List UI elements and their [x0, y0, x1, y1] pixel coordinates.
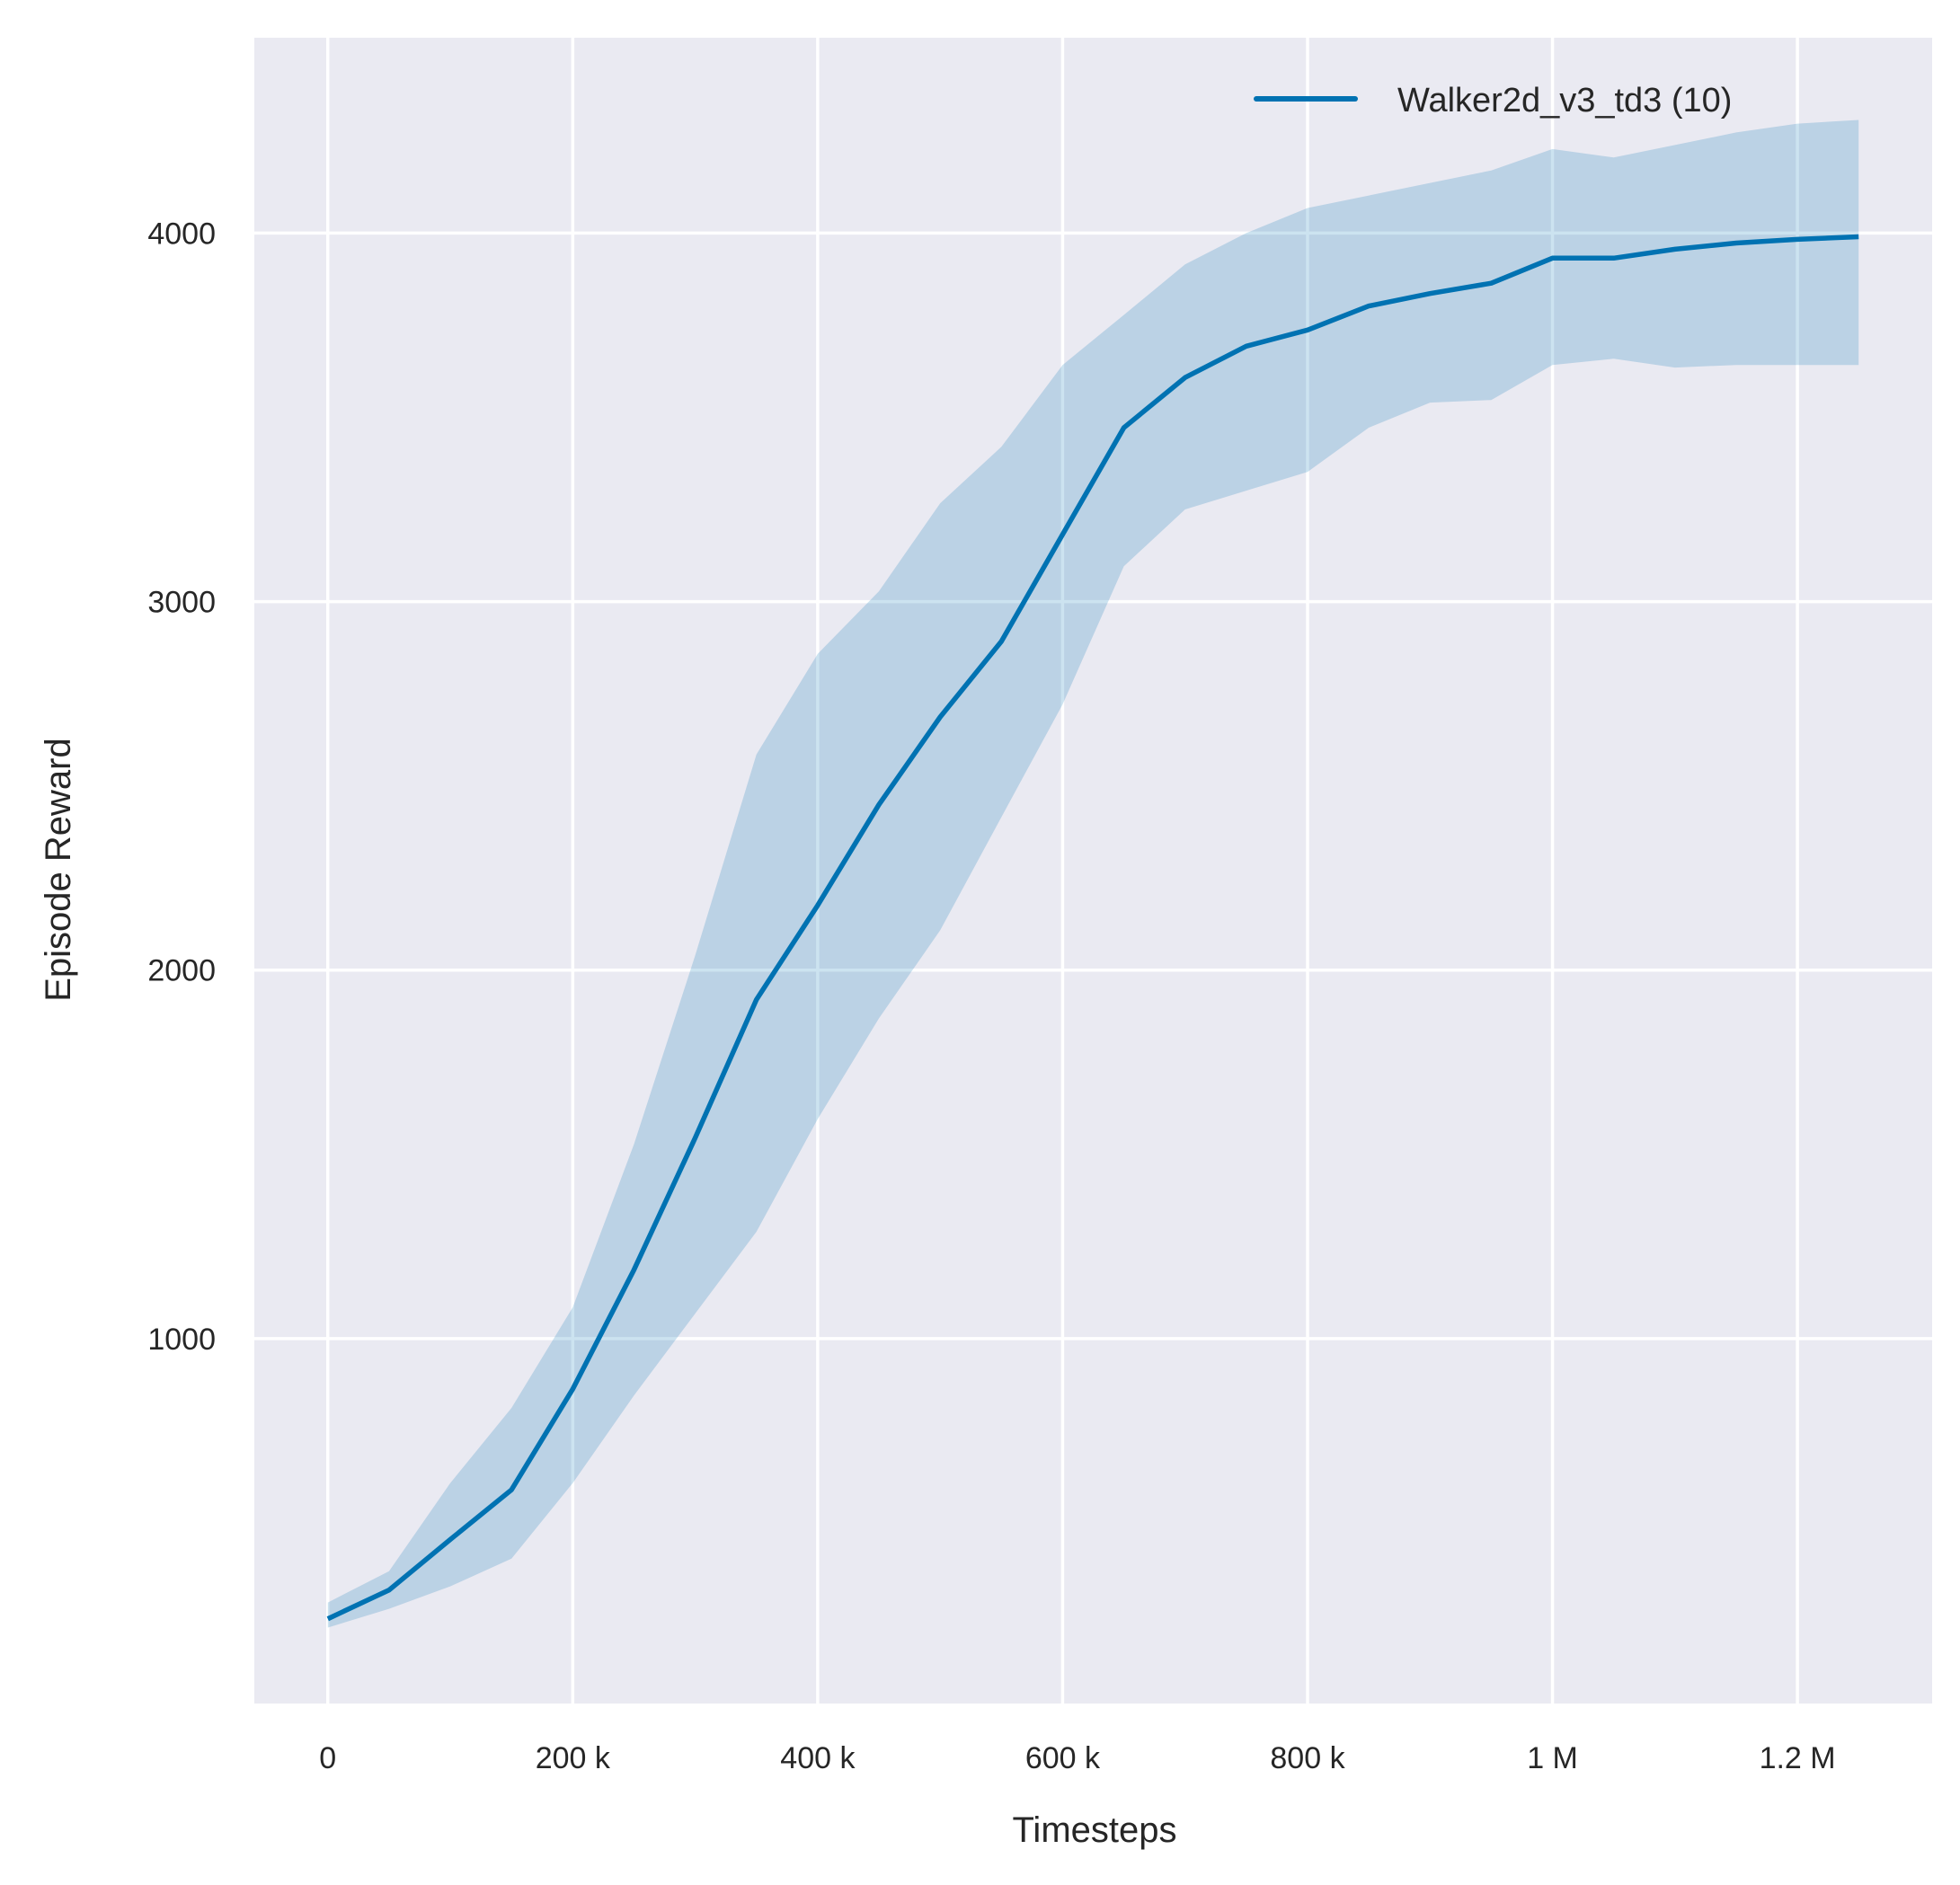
- x-tick-label: 200 k: [536, 1741, 611, 1775]
- confidence-band: [327, 119, 1859, 1628]
- y-axis-ticks: 1000 2000 3000 4000: [147, 217, 216, 1357]
- y-tick-label: 2000: [147, 954, 216, 988]
- x-tick-label: 800 k: [1270, 1741, 1345, 1775]
- y-tick-label: 4000: [147, 217, 216, 251]
- legend: Walker2d_v3_td3 (10): [1254, 82, 1732, 119]
- plot-area: [254, 38, 1932, 1704]
- x-tick-label: 0: [319, 1741, 336, 1775]
- mean-line: [326, 234, 1859, 1622]
- x-tick-label: 600 k: [1025, 1741, 1101, 1775]
- y-tick-label: 1000: [147, 1323, 216, 1357]
- x-axis-label: Timesteps: [1012, 1810, 1176, 1850]
- x-tick-label: 400 k: [780, 1741, 856, 1775]
- grid: [254, 38, 1932, 1704]
- x-axis-ticks: 0 200 k 400 k 600 k 800 k 1 M 1.2 M: [319, 1741, 1835, 1775]
- y-axis-label: Episode Reward: [39, 738, 78, 1002]
- legend-label: Walker2d_v3_td3 (10): [1397, 82, 1732, 119]
- y-tick-label: 3000: [147, 586, 216, 620]
- x-tick-label: 1 M: [1527, 1741, 1578, 1775]
- x-tick-label: 1.2 M: [1760, 1741, 1836, 1775]
